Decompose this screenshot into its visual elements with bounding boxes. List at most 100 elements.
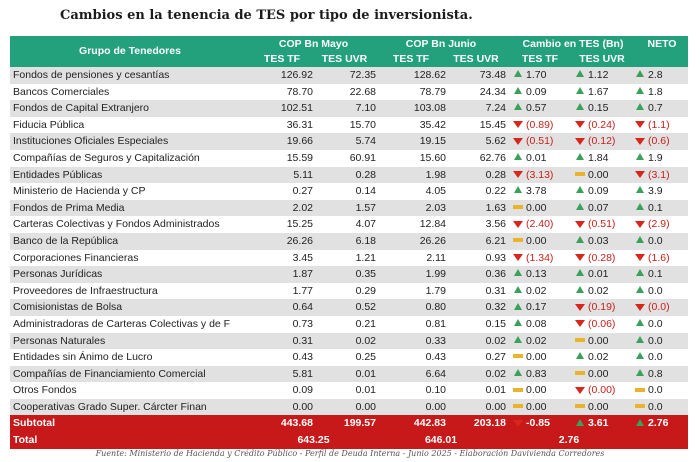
header-junio: COP Bn Junio xyxy=(405,38,477,50)
row-uvr-junio: 1.63 xyxy=(485,201,506,214)
row-change-uvr-value: 0.09 xyxy=(588,185,609,198)
row-tf-mayo: 1.87 xyxy=(292,268,313,281)
dash-icon xyxy=(634,402,647,410)
triangle-up-icon xyxy=(574,186,587,194)
table-row: Instituciones Oficiales Especiales 19.66 5… xyxy=(10,133,688,150)
dash-icon xyxy=(634,386,647,394)
triangle-down-icon xyxy=(634,137,647,145)
row-change-uvr: (0.19) xyxy=(574,299,626,316)
row-uvr-mayo: 0.00 xyxy=(355,400,376,413)
row-change-uvr: 0.01 xyxy=(574,266,626,283)
table-row: Compañías de Seguros y Capitalización 15.… xyxy=(10,149,688,167)
row-tf-junio: 128.62 xyxy=(413,69,446,81)
row-neto-value: (0.0) xyxy=(648,301,670,314)
total-junio: 646.01 xyxy=(424,434,458,447)
triangle-up-icon xyxy=(512,269,525,277)
row-tf-junio: 103.08 xyxy=(413,102,446,115)
row-tf-junio: 12.84 xyxy=(419,218,446,231)
triangle-down-icon xyxy=(512,170,525,178)
row-uvr-mayo: 0.35 xyxy=(355,268,376,281)
dash-icon xyxy=(574,336,587,344)
row-tf-junio: 15.60 xyxy=(419,151,446,164)
table-row: Entidades sin Ánimo de Lucro 0.43 0.25 0.43… xyxy=(10,349,688,366)
row-change-tf: 0.00 xyxy=(512,349,564,366)
row-neto: (2.9) xyxy=(634,216,688,233)
triangle-up-icon xyxy=(634,269,647,277)
row-name: Personas Jurídicas xyxy=(13,268,103,281)
row-change-uvr: (0.24) xyxy=(574,117,626,134)
row-change-tf-value: 0.00 xyxy=(526,384,547,397)
triangle-up-icon xyxy=(512,70,525,78)
triangle-up-icon xyxy=(634,285,647,294)
table-row: Proveedores de Infraestructura 1.77 0.29 1.… xyxy=(10,282,688,300)
triangle-down-icon xyxy=(634,170,647,178)
row-neto-value: 0.0 xyxy=(648,384,663,397)
row-change-tf: (2.40) xyxy=(512,216,564,233)
row-uvr-mayo: 7.10 xyxy=(355,102,376,115)
triangle-up-icon xyxy=(574,236,587,244)
source-note: Fuente: Ministerio de Hacienda y Crédito… xyxy=(95,449,605,458)
row-neto: 0.1 xyxy=(634,266,688,283)
table-row: Otros Fondos 0.09 0.01 0.10 0.01 0.00 (0.00) 0.… xyxy=(10,382,688,399)
row-change-uvr: 0.00 xyxy=(574,399,626,416)
row-uvr-junio: 0.22 xyxy=(485,185,506,198)
row-change-tf: 0.02 xyxy=(512,283,564,300)
triangle-up-icon xyxy=(634,153,647,161)
triangle-up-icon xyxy=(512,186,525,194)
row-tf-junio: 19.15 xyxy=(419,135,446,148)
row-uvr-junio: 0.28 xyxy=(485,168,506,181)
row-change-uvr-value: 1.84 xyxy=(588,151,609,164)
row-tf-junio: 0.80 xyxy=(425,301,446,314)
table-row: Administradoras de Carteras Colectivas y… xyxy=(10,315,688,333)
page-title: Cambios en la tenencia de TES por tipo d… xyxy=(60,8,473,23)
row-name: Fiducia Pública xyxy=(13,118,85,131)
table-row: Fiducia Pública 36.31 15.70 35.42 15.45 (0.89… xyxy=(10,116,688,134)
row-change-tf-value: 0.01 xyxy=(526,151,547,164)
row-neto: 0.0 xyxy=(634,233,688,250)
row-tf-mayo: 2.02 xyxy=(292,201,313,214)
row-neto-value: (3.1) xyxy=(648,168,670,181)
row-change-uvr-value: 0.00 xyxy=(588,367,609,380)
row-change-tf-value: 3.78 xyxy=(526,185,547,198)
subtotal-tf-mayo: 443.68 xyxy=(280,417,313,430)
row-change-uvr: 0.15 xyxy=(574,100,626,117)
row-neto: 0.7 xyxy=(634,100,688,117)
row-change-uvr: (0.28) xyxy=(574,250,626,267)
row-name: Comisionistas de Bolsa xyxy=(13,301,123,314)
dash-icon xyxy=(512,386,525,394)
row-uvr-junio: 0.02 xyxy=(485,367,506,380)
row-neto-value: 3.9 xyxy=(648,185,663,198)
row-change-uvr-value: 0.00 xyxy=(588,334,609,347)
row-tf-junio: 1.79 xyxy=(425,284,446,297)
triangle-up-icon xyxy=(574,86,587,95)
row-name: Corporaciones Financieras xyxy=(13,251,139,264)
row-name: Otros Fondos xyxy=(13,384,77,397)
row-tf-junio: 0.81 xyxy=(425,317,446,330)
row-uvr-mayo: 0.01 xyxy=(355,384,376,397)
row-neto: 0.0 xyxy=(634,283,688,300)
row-uvr-mayo: 5.74 xyxy=(355,135,376,148)
row-uvr-mayo: 22.68 xyxy=(349,85,376,98)
row-tf-mayo: 102.51 xyxy=(280,102,313,115)
row-name: Proveedores de Infraestructura xyxy=(13,284,158,297)
row-tf-mayo: 0.43 xyxy=(292,351,313,364)
header-mayo: COP Bn Mayo xyxy=(278,38,349,50)
row-neto: 0.8 xyxy=(634,366,688,383)
row-change-uvr: 0.00 xyxy=(574,333,626,350)
row-neto: (3.1) xyxy=(634,167,688,184)
total-cambio: 2.76 xyxy=(558,434,580,447)
row-uvr-mayo: 0.14 xyxy=(355,185,376,198)
row-change-tf: 1.70 xyxy=(512,67,564,84)
row-uvr-junio: 62.76 xyxy=(479,151,506,164)
row-change-tf: 0.00 xyxy=(512,233,564,250)
dash-icon xyxy=(512,236,525,244)
triangle-up-icon xyxy=(512,153,525,161)
row-tf-junio: 78.79 xyxy=(419,85,446,98)
holdings-table: Grupo de Tenedores COP Bn Mayo COP Bn Ju… xyxy=(10,36,688,449)
row-change-tf-value: 0.00 xyxy=(526,201,547,214)
triangle-down-icon xyxy=(574,137,587,145)
row-neto-value: 0.0 xyxy=(648,234,663,247)
triangle-up-icon xyxy=(634,335,647,344)
row-neto: 1.8 xyxy=(634,84,688,101)
row-uvr-mayo: 0.29 xyxy=(355,284,376,297)
